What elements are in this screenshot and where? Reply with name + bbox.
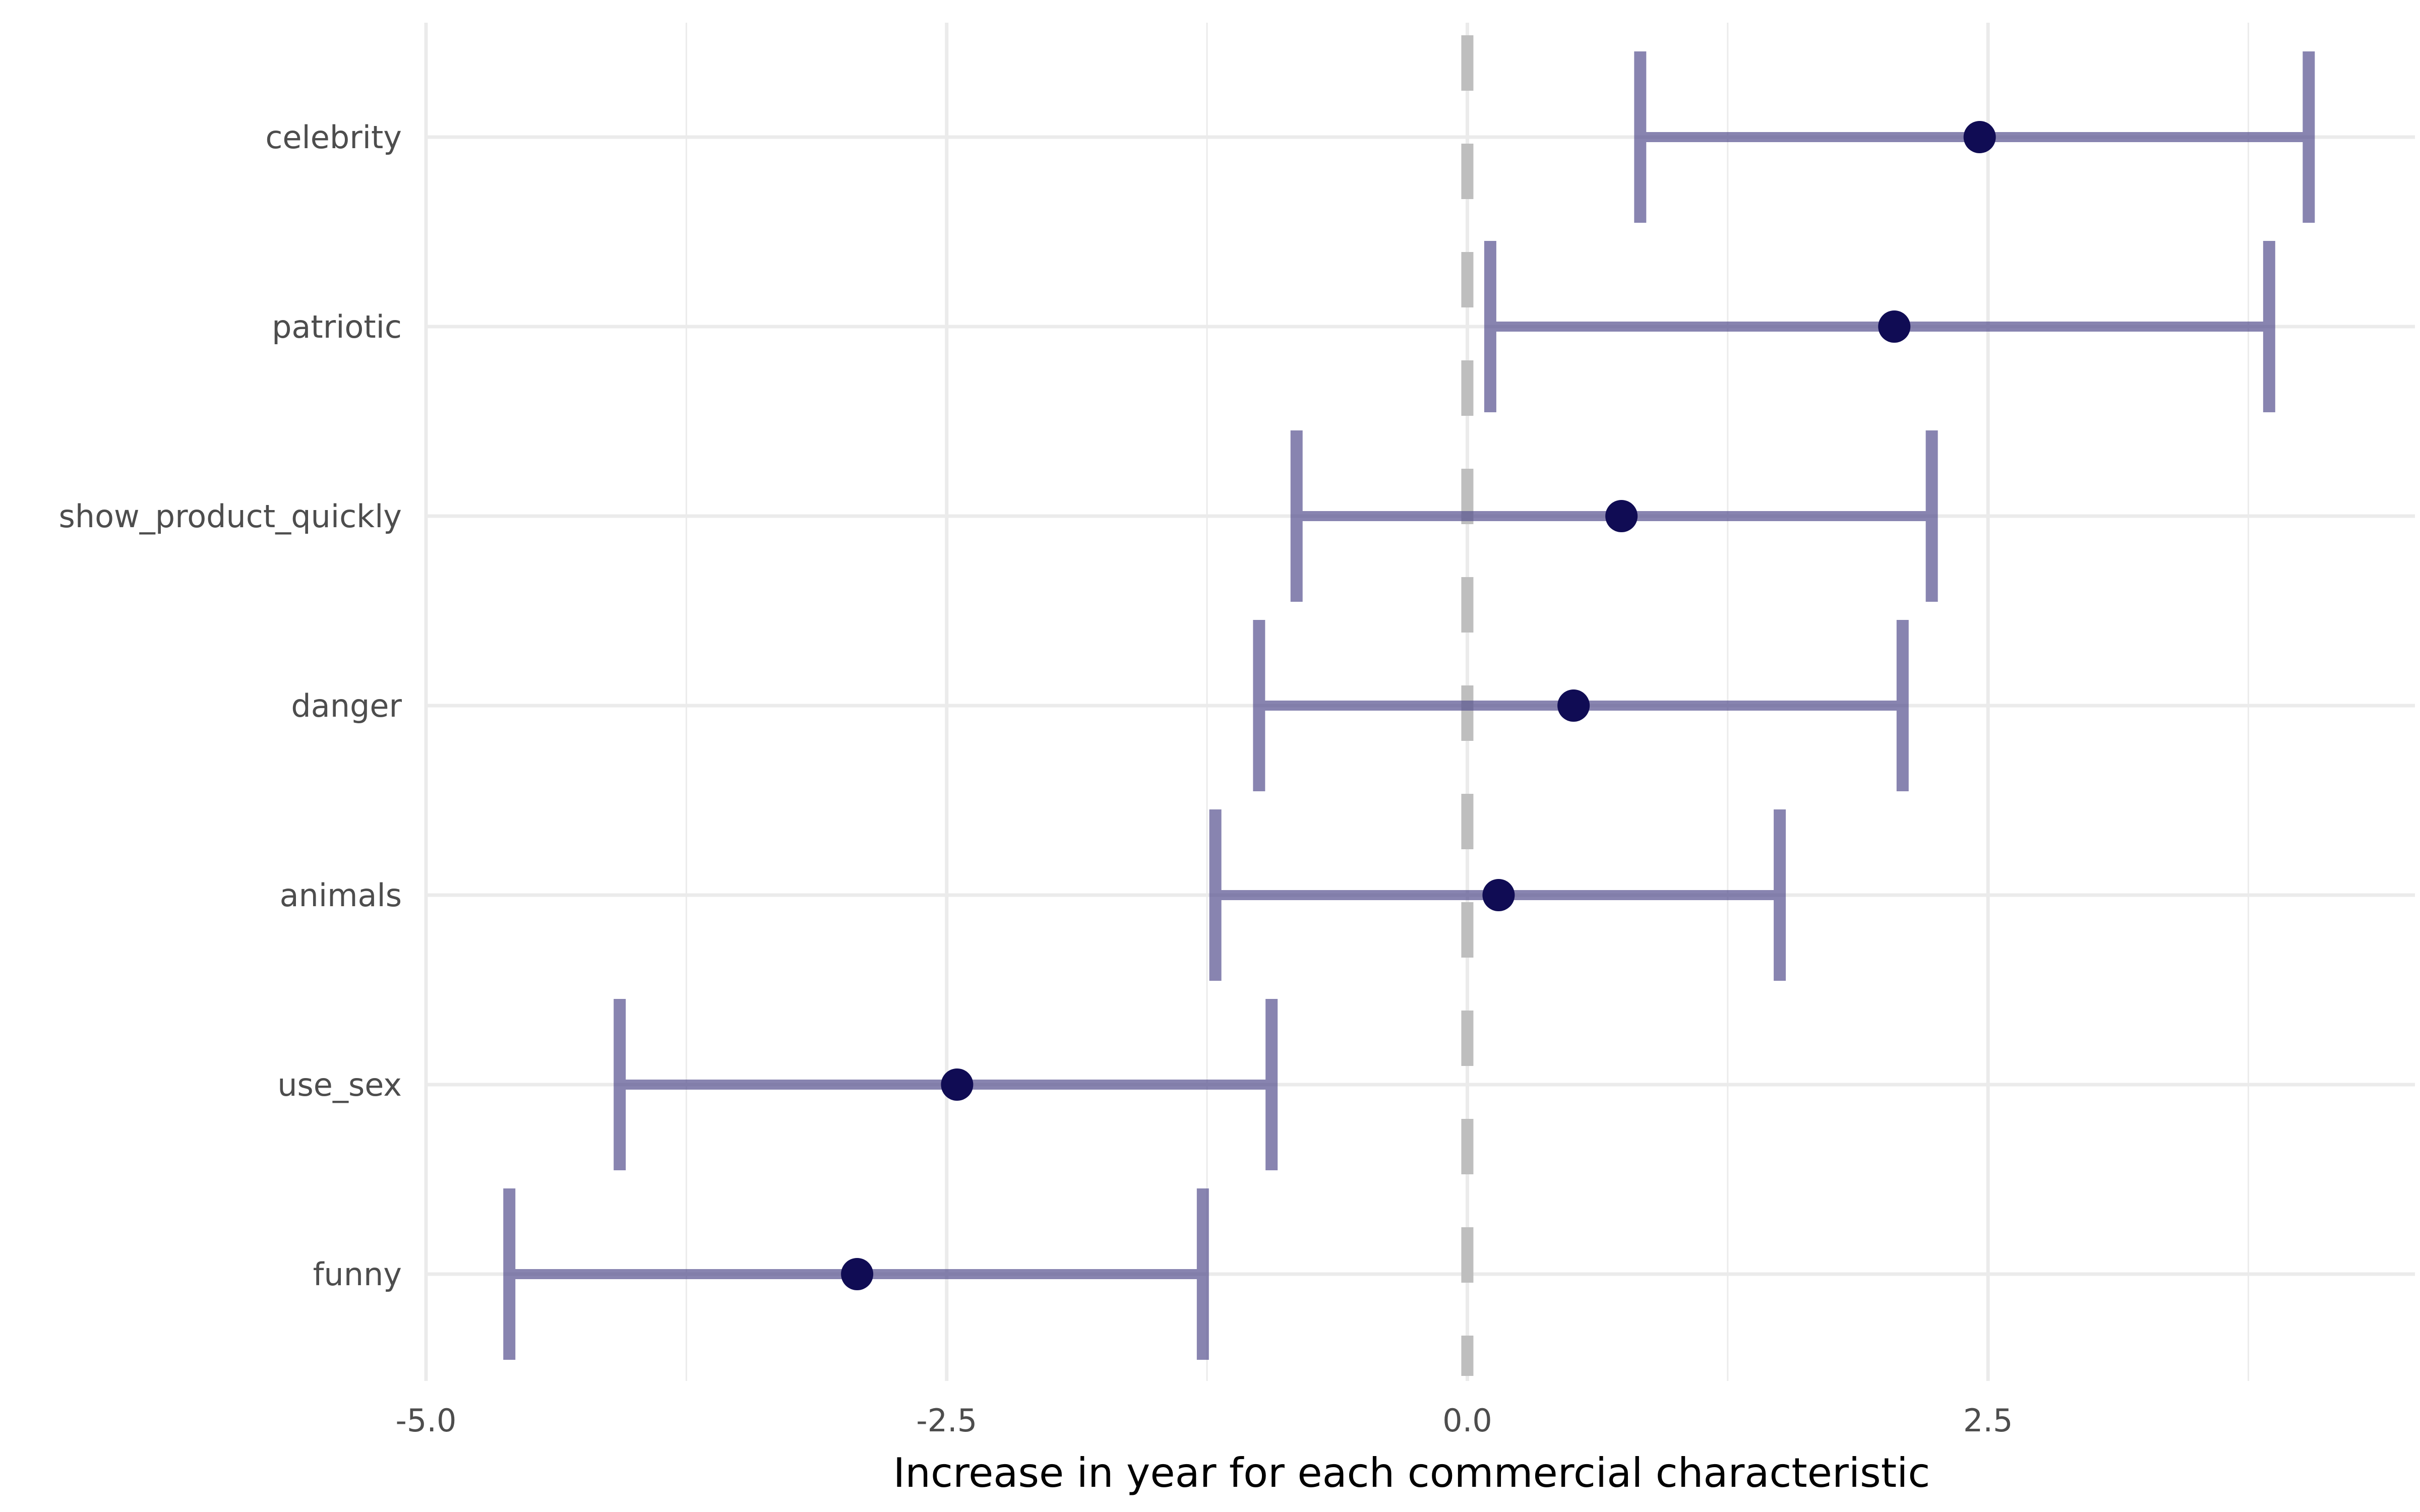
point-estimate-show_product_quickly [1605,500,1638,532]
point-estimate-patriotic [1878,310,1911,343]
x-tick-label: -5.0 [396,1402,457,1439]
y-tick-label: animals [280,877,402,914]
y-tick-label: funny [313,1256,402,1293]
y-tick-label: danger [291,687,402,724]
y-tick-label: use_sex [277,1066,402,1103]
y-tick-label: patriotic [272,308,402,345]
y-tick-label: celebrity [265,119,402,156]
x-axis-tick-labels: -5.0 -2.5 0.0 2.5 [396,1402,2013,1439]
point-estimates [841,121,1996,1290]
point-estimate-funny [841,1258,874,1290]
y-tick-label: show_product_quickly [59,498,402,535]
point-estimate-danger [1557,689,1590,722]
x-tick-label: 2.5 [1963,1402,2013,1439]
x-axis-title: Increase in year for each commercial cha… [893,1450,1930,1496]
x-tick-label: 0.0 [1442,1402,1492,1439]
point-estimate-use_sex [941,1068,974,1101]
y-axis-tick-labels: celebrity patriotic show_product_quicklyda… [59,119,402,1293]
point-estimate-celebrity [1963,121,1996,153]
point-estimate-animals [1482,879,1515,911]
x-tick-label: -2.5 [916,1402,977,1439]
